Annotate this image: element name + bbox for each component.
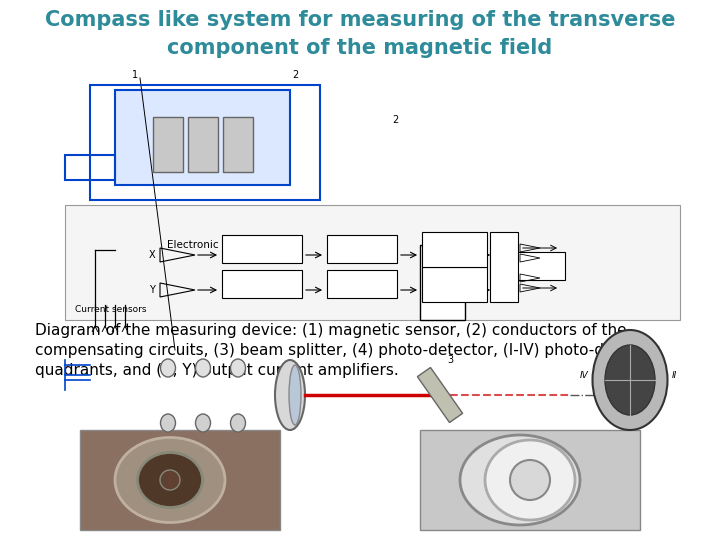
Text: Preamplifier: Preamplifier — [236, 251, 287, 260]
Text: 4: 4 — [632, 340, 638, 350]
Bar — [327, 235, 397, 263]
Text: quadrants, and (X, Y) output current amplifiers.: quadrants, and (X, Y) output current amp… — [35, 363, 399, 378]
Bar — [420, 430, 640, 530]
Text: 1: 1 — [132, 70, 138, 80]
Text: 2: 2 — [292, 70, 298, 80]
Ellipse shape — [510, 460, 550, 500]
Text: 3: 3 — [447, 355, 453, 365]
Ellipse shape — [275, 360, 305, 430]
Text: Integrator: Integrator — [341, 286, 383, 294]
Bar — [420, 245, 465, 320]
Ellipse shape — [460, 435, 580, 525]
Bar — [115, 90, 290, 185]
Text: III: III — [624, 422, 632, 431]
Bar — [153, 117, 183, 172]
Ellipse shape — [230, 414, 246, 432]
Ellipse shape — [196, 414, 210, 432]
Text: Synchr.
detector: Synchr. detector — [438, 280, 470, 300]
Ellipse shape — [138, 453, 202, 508]
Text: Array: Array — [500, 261, 508, 282]
Ellipse shape — [605, 345, 655, 415]
Ellipse shape — [160, 470, 180, 490]
Text: IV: IV — [580, 370, 588, 380]
Bar — [188, 117, 218, 172]
Text: I: I — [626, 329, 629, 338]
Bar — [422, 232, 487, 267]
Ellipse shape — [196, 359, 210, 377]
Bar — [222, 270, 302, 298]
Bar — [222, 235, 302, 263]
Text: component of the magnetic field: component of the magnetic field — [167, 38, 553, 58]
Ellipse shape — [593, 330, 667, 430]
Text: Diagram of the measuring device: (1) magnetic sensor, (2) conductors of the: Diagram of the measuring device: (1) mag… — [35, 323, 626, 338]
Bar — [422, 267, 487, 302]
Bar — [327, 270, 397, 298]
Text: Modulation: Modulation — [503, 267, 550, 276]
Bar — [90, 85, 320, 200]
Text: Preamplifier: Preamplifier — [236, 286, 287, 294]
Ellipse shape — [161, 359, 176, 377]
Bar — [80, 430, 280, 530]
Text: Integrator: Integrator — [341, 251, 383, 260]
Ellipse shape — [289, 365, 301, 425]
Bar — [490, 232, 518, 302]
Text: Compass like system for measuring of the transverse: Compass like system for measuring of the… — [45, 10, 675, 30]
Text: X: X — [149, 250, 156, 260]
Bar — [65, 205, 680, 320]
Bar — [490, 252, 565, 280]
Polygon shape — [418, 368, 463, 422]
Text: Current sensors: Current sensors — [75, 305, 146, 314]
Text: II: II — [672, 370, 678, 380]
Text: Electronic unit: Electronic unit — [167, 240, 243, 250]
Bar — [65, 155, 115, 180]
Ellipse shape — [115, 437, 225, 523]
Text: Laser: Laser — [430, 251, 454, 260]
Text: compensating circuits, (3) beam splitter, (4) photo-detector, (I-IV) photo-detec: compensating circuits, (3) beam splitter… — [35, 343, 660, 358]
Text: Synchr.
detector: Synchr. detector — [438, 245, 470, 265]
Ellipse shape — [161, 414, 176, 432]
Ellipse shape — [485, 440, 575, 520]
Ellipse shape — [230, 359, 246, 377]
Text: Y: Y — [149, 285, 155, 295]
Text: 2: 2 — [392, 115, 398, 125]
Bar — [223, 117, 253, 172]
